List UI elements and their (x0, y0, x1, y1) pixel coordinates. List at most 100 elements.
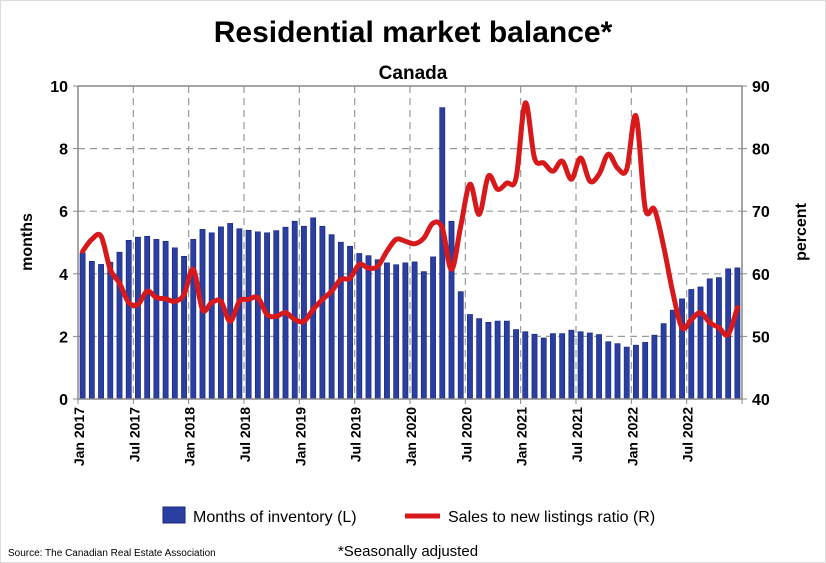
bar (522, 331, 529, 400)
x-tick-label: Jan 2020 (403, 407, 419, 466)
bar (319, 225, 326, 400)
bar (568, 329, 575, 400)
y-tick-label-right: 60 (752, 267, 770, 284)
x-tick-label: Jul 2021 (569, 407, 585, 462)
y-axis-left-label: months (19, 213, 36, 271)
bar (135, 236, 141, 400)
legend: Months of inventory (L) Sales to new lis… (162, 506, 655, 526)
bar (706, 278, 713, 400)
x-tick-label: Jan 2018 (182, 407, 198, 466)
bar (393, 264, 400, 400)
footnote: *Seasonally adjusted (338, 543, 478, 560)
bar (420, 271, 427, 400)
axes: 0 2 4 6 8 10 40 50 60 70 80 90 Jan 2017 Jul 2017 Jan 2… (50, 79, 770, 466)
bar (236, 228, 243, 400)
bar (651, 334, 658, 400)
y-tick-label-right: 40 (752, 392, 770, 409)
y-tick-label-right: 90 (752, 79, 770, 96)
bar (245, 229, 252, 400)
legend-bar-label: Months of inventory (L) (193, 509, 357, 526)
y-tick-label-left: 4 (59, 267, 68, 284)
bar (531, 333, 538, 400)
bar (88, 260, 95, 400)
bar (688, 289, 695, 400)
bar (550, 333, 556, 400)
bar (337, 241, 344, 400)
bar (669, 309, 676, 400)
bar (577, 331, 584, 400)
bar (384, 262, 390, 400)
x-tick-label: Jul 2018 (237, 407, 253, 462)
bar (98, 264, 104, 400)
bar (153, 239, 160, 400)
bar (633, 344, 639, 400)
chart-title: Residential market balance* (214, 16, 613, 49)
bar (171, 247, 178, 400)
bar (254, 231, 261, 400)
source-text: Source: The Canadian Real Estate Associa… (8, 548, 216, 559)
bar (227, 223, 234, 400)
y-axis-right-label: percent (793, 202, 810, 260)
bar (125, 240, 132, 400)
bar (540, 337, 547, 400)
bar (485, 322, 492, 400)
bar (734, 267, 741, 400)
bar (347, 245, 353, 400)
x-tick-label: Jan 2019 (292, 407, 308, 466)
bar (494, 320, 501, 400)
bar (430, 256, 436, 400)
bar (199, 229, 206, 400)
bar (144, 235, 151, 400)
bar (181, 255, 187, 400)
y-tick-label-left: 8 (59, 142, 68, 159)
y-tick-label-left: 6 (59, 204, 68, 221)
bar (605, 341, 612, 400)
x-tick-label: Jul 2017 (126, 407, 142, 462)
bar (218, 226, 224, 400)
bar (660, 323, 667, 400)
y-tick-label-left: 0 (59, 392, 68, 409)
bar (402, 262, 409, 400)
y-tick-label-right: 70 (752, 204, 770, 221)
x-tick-label: Jan 2021 (514, 407, 530, 466)
bar (411, 261, 418, 400)
bar (596, 334, 602, 400)
y-tick-label-right: 80 (752, 142, 770, 159)
bar (623, 346, 630, 400)
bar (513, 329, 519, 400)
bar (374, 259, 381, 400)
bar (328, 234, 335, 400)
bar (679, 298, 685, 400)
y-tick-label-right: 50 (752, 329, 770, 346)
bar (697, 286, 704, 400)
bar (448, 220, 455, 400)
legend-bar-swatch (162, 506, 186, 524)
bar (642, 342, 649, 400)
bar (356, 253, 363, 400)
bar (586, 332, 593, 400)
bar (503, 320, 510, 400)
bar (190, 239, 197, 400)
bar (301, 225, 307, 400)
x-tick-label: Jul 2019 (348, 407, 364, 462)
x-tick-label: Jul 2022 (680, 407, 696, 462)
bar (162, 240, 169, 400)
bar (365, 255, 372, 400)
legend-line-label: Sales to new listings ratio (R) (448, 509, 655, 526)
bar (439, 107, 446, 400)
x-tick-label: Jan 2022 (624, 407, 640, 466)
bar (79, 252, 86, 400)
bar (614, 343, 621, 400)
y-tick-label-left: 10 (50, 79, 68, 96)
bar (467, 314, 473, 400)
x-tick-label: Jan 2017 (71, 407, 87, 466)
chart-subtitle: Canada (379, 63, 448, 84)
bar (716, 277, 722, 400)
bar (208, 232, 215, 400)
y-tick-label-left: 2 (59, 329, 68, 346)
bar (291, 220, 298, 400)
bar (457, 291, 464, 400)
x-tick-label: Jul 2020 (458, 407, 474, 462)
bar (476, 318, 483, 400)
